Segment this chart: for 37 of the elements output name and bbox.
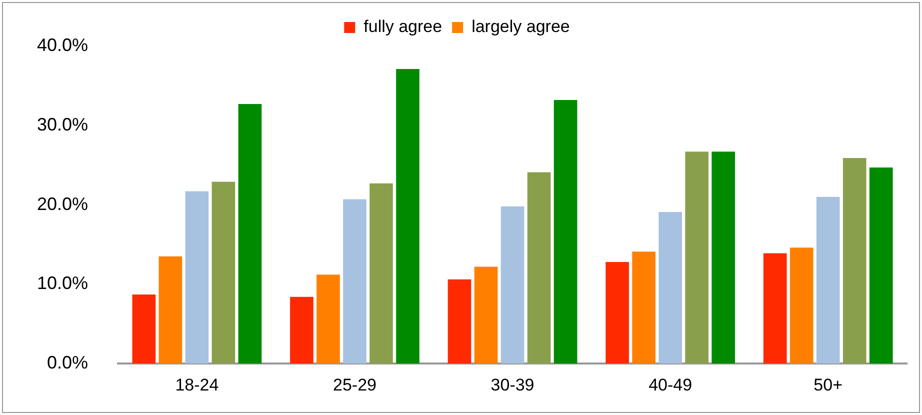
bar xyxy=(842,158,866,364)
bar xyxy=(474,266,498,364)
legend-label: fully agree xyxy=(364,17,442,36)
y-tick-label: 30.0% xyxy=(36,114,88,134)
bar xyxy=(500,206,524,364)
bar xyxy=(132,294,156,364)
x-tick-label: 18-24 xyxy=(175,375,219,394)
bar xyxy=(185,191,209,364)
bar xyxy=(396,69,420,364)
x-tick-label: 40-49 xyxy=(648,375,692,394)
x-tick-label: 50+ xyxy=(814,375,843,394)
y-tick-label: 20.0% xyxy=(36,194,88,214)
bar xyxy=(343,199,366,364)
x-tick-label: 30-39 xyxy=(490,375,534,394)
y-tick-label: 40.0% xyxy=(36,34,88,55)
bar xyxy=(816,196,840,364)
bar xyxy=(606,262,629,364)
bar xyxy=(448,279,472,364)
bar xyxy=(790,248,814,364)
bar xyxy=(763,253,787,364)
bar xyxy=(658,212,682,364)
bar xyxy=(316,274,340,364)
bar xyxy=(370,183,393,364)
y-tick-label: 0.0% xyxy=(47,352,88,373)
bar xyxy=(554,100,578,364)
bar xyxy=(158,256,182,364)
bar xyxy=(238,104,262,364)
x-tick-label: 25-29 xyxy=(332,375,376,394)
bar xyxy=(527,172,551,364)
bar xyxy=(685,152,708,364)
y-tick-label: 10.0% xyxy=(36,273,88,294)
legend-label: largely agree xyxy=(472,17,570,36)
bar xyxy=(869,167,893,364)
bar xyxy=(632,252,656,364)
bar xyxy=(212,182,236,364)
bar xyxy=(712,152,735,364)
bar xyxy=(290,296,314,364)
